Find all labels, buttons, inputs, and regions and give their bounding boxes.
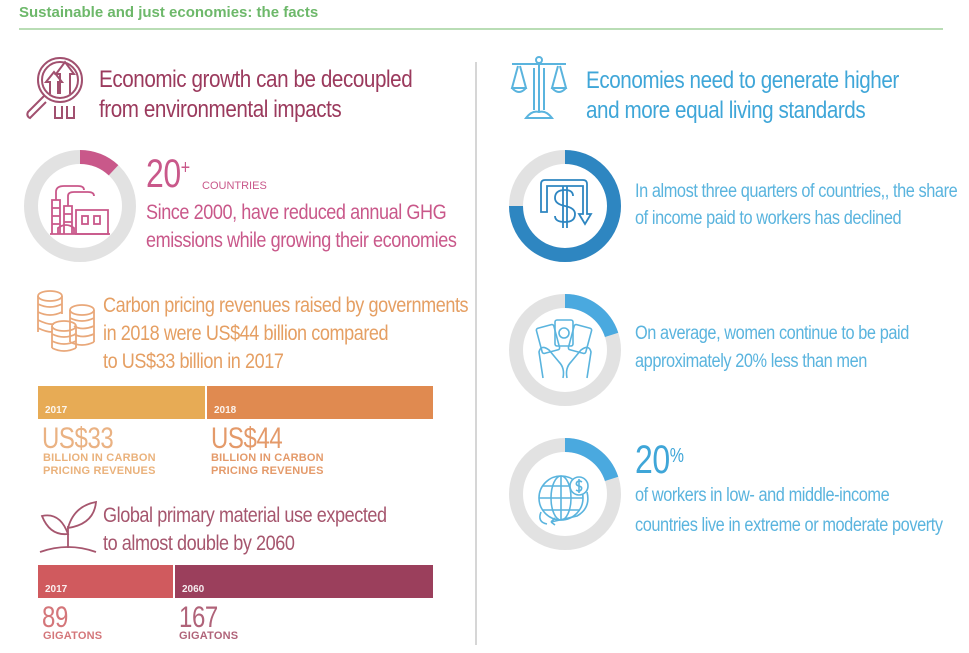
dollar-decline-icon xyxy=(540,179,593,228)
countries-line2: emissions while growing their economies xyxy=(146,229,457,252)
poverty-line2: countries live in extreme or moderate po… xyxy=(635,515,943,536)
hands-money-icon xyxy=(535,319,593,379)
donut-fill xyxy=(564,294,619,338)
seedling-icon xyxy=(39,500,98,553)
gender-pay-donut xyxy=(509,294,621,406)
material-caption-2060: GIGATONS xyxy=(179,630,239,642)
bar-year-label: 2060 xyxy=(182,584,205,595)
carbon-caption-2017-line1: BILLION IN CARBON xyxy=(43,452,156,464)
carbon-bar-2018: 2018 xyxy=(207,386,433,419)
donut-track xyxy=(24,150,136,262)
right-heading-line1: Economies need to generate higher xyxy=(586,67,899,94)
donut-fill xyxy=(564,438,619,482)
carbon-amount-2018: US$44 xyxy=(211,422,283,455)
poverty-donut xyxy=(509,438,621,550)
column-divider xyxy=(475,62,477,645)
factory-icon xyxy=(50,185,110,235)
income-share-line2: of income paid to workers has declined xyxy=(635,208,902,229)
title-divider xyxy=(19,28,943,30)
material-bar-2060: 2060 xyxy=(175,565,433,598)
carbon-caption-2018-line2: PRICING REVENUES xyxy=(211,465,324,477)
carbon-bar-2017: 2017 xyxy=(38,386,205,419)
balance-scale-icon xyxy=(510,56,568,119)
bar-year-label: 2018 xyxy=(214,405,237,416)
gender-pay-line1: On average, women continue to be paid xyxy=(635,323,909,344)
income-share-line1: In almost three quarters of countries,, … xyxy=(635,181,958,202)
globe-dollar-icon xyxy=(538,475,589,526)
material-line1: Global primary material use expected xyxy=(103,504,387,527)
bar-year-label: 2017 xyxy=(45,405,68,416)
carbon-caption-2017-line2: PRICING REVENUES xyxy=(43,465,156,477)
donut-fill xyxy=(509,150,621,262)
material-line2: to almost double by 2060 xyxy=(103,532,295,555)
countries-donut xyxy=(24,150,136,262)
material-caption-2017: GIGATONS xyxy=(43,630,103,642)
right-heading-line2: and more equal living standards xyxy=(586,97,866,124)
gender-pay-line2: approximately 20% less than men xyxy=(635,351,867,372)
coins-icon xyxy=(37,290,95,352)
carbon-line3: to US$33 billion in 2017 xyxy=(103,350,284,373)
income-share-donut xyxy=(509,150,621,262)
carbon-caption-2018-line1: BILLION IN CARBON xyxy=(211,452,324,464)
countries-number: 20+ xyxy=(146,152,190,196)
countries-line1: Since 2000, have reduced annual GHG xyxy=(146,201,447,224)
poverty-number: 20% xyxy=(635,438,684,482)
donut-fill xyxy=(79,150,119,176)
carbon-amount-2017: US$33 xyxy=(42,422,114,455)
left-heading-line1: Economic growth can be decoupled xyxy=(99,66,413,93)
countries-unit: COUNTRIES xyxy=(202,180,267,192)
left-heading-line2: from environmental impacts xyxy=(99,96,342,123)
material-bar-2017: 2017 xyxy=(38,565,173,598)
carbon-line1: Carbon pricing revenues raised by govern… xyxy=(103,294,469,317)
magnifier-growth-icon xyxy=(26,57,83,120)
carbon-line2: in 2018 were US$44 billion compared xyxy=(103,322,389,345)
material-amount-2017: 89 xyxy=(42,601,68,634)
page-title: Sustainable and just economies: the fact… xyxy=(19,4,319,21)
bar-year-label: 2017 xyxy=(45,584,68,595)
poverty-line1: of workers in low- and middle-income xyxy=(635,485,890,506)
material-amount-2060: 167 xyxy=(179,601,218,634)
